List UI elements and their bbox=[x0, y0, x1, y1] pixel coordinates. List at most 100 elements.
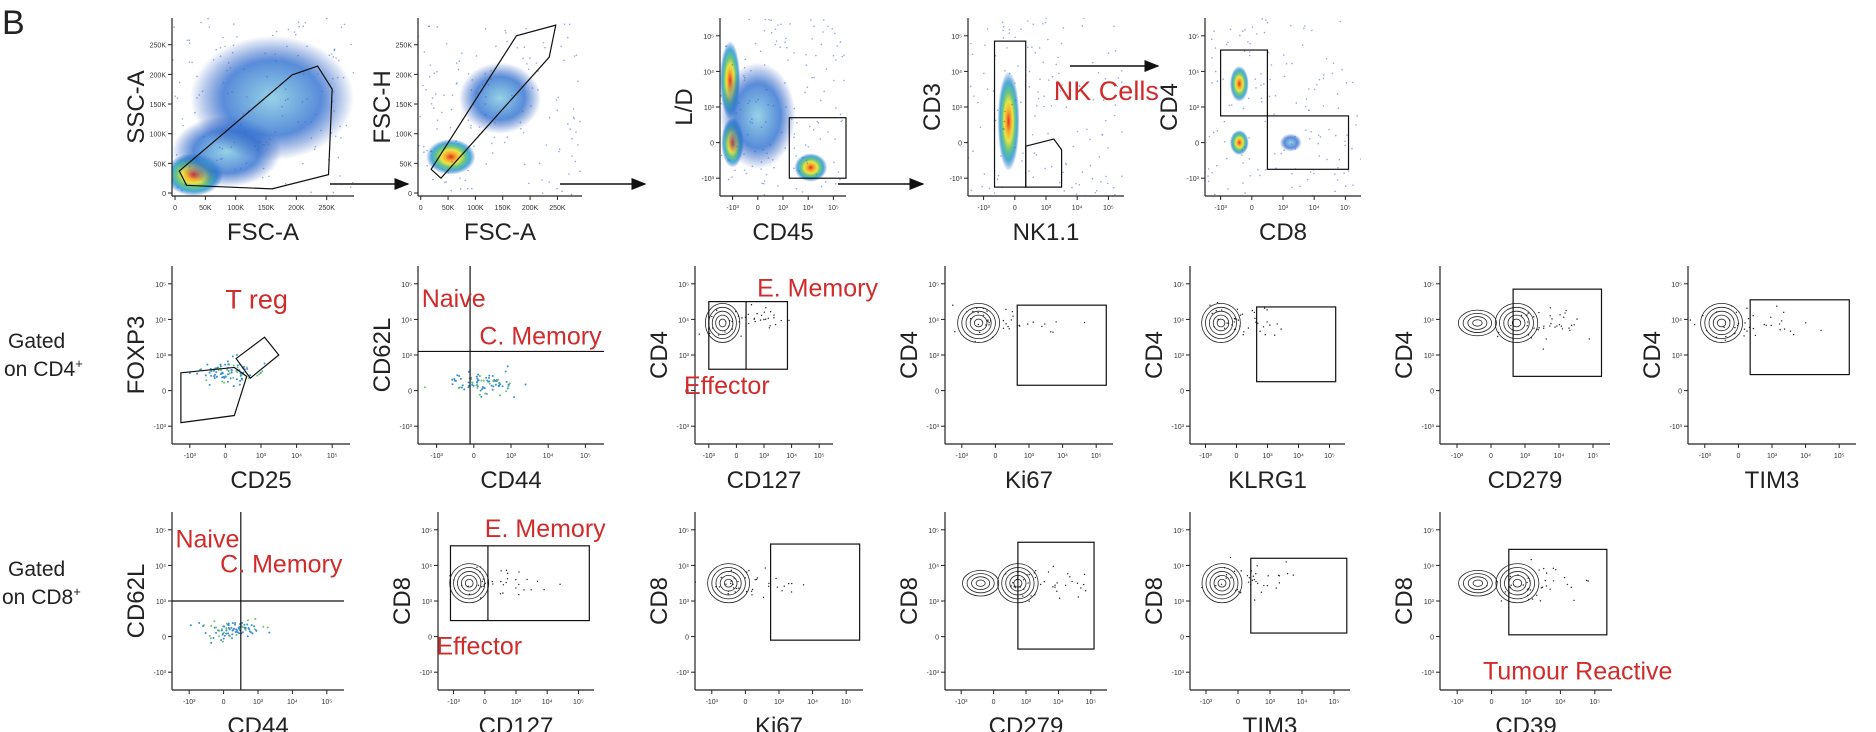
event-dot bbox=[1063, 190, 1066, 192]
event-dot bbox=[731, 176, 733, 178]
event-dot bbox=[227, 626, 230, 629]
event-dot bbox=[1573, 324, 1575, 326]
y-tick-label: 10⁴ bbox=[1423, 563, 1434, 570]
event-dot bbox=[340, 136, 342, 139]
event-dot bbox=[1092, 99, 1095, 101]
event-dot bbox=[1010, 585, 1012, 587]
event-dot bbox=[1737, 322, 1740, 325]
event-dot bbox=[805, 54, 807, 56]
contour-line bbox=[1508, 574, 1527, 592]
gate-rect bbox=[1250, 557, 1348, 634]
event-dot bbox=[768, 582, 770, 585]
event-dot bbox=[793, 133, 796, 135]
event-dot bbox=[1226, 322, 1228, 324]
event-dot bbox=[541, 179, 543, 181]
event-dot bbox=[1014, 146, 1017, 149]
event-dot bbox=[1026, 46, 1029, 49]
y-tick-label: 0 bbox=[1678, 389, 1682, 396]
event-dot bbox=[1337, 166, 1339, 169]
y-tick-label: 10⁴ bbox=[1188, 69, 1199, 76]
event-dot bbox=[1743, 328, 1746, 330]
event-dot bbox=[744, 58, 747, 61]
event-dot bbox=[226, 632, 229, 635]
event-dot bbox=[224, 45, 226, 48]
event-dot bbox=[579, 120, 581, 123]
event-dot bbox=[1113, 114, 1116, 117]
event-dot bbox=[220, 629, 223, 632]
plot-cd8-vs-cd39-r2: -10³ 0 10³ 10⁴ 10⁵-10³010³10⁴10⁵CD39CD8Tumou… bbox=[1391, 512, 1672, 732]
event-dot bbox=[1062, 27, 1065, 29]
event-dot bbox=[1244, 192, 1246, 194]
event-dot bbox=[475, 91, 478, 93]
contour-line bbox=[1700, 302, 1743, 343]
event-dot bbox=[236, 366, 239, 369]
y-tick-label: 0 bbox=[685, 389, 689, 396]
y-axis-label: L/D bbox=[671, 88, 698, 125]
event-dot bbox=[795, 187, 798, 190]
event-dot bbox=[433, 72, 435, 74]
event-dot bbox=[773, 166, 775, 169]
event-dot bbox=[493, 136, 496, 139]
y-tick-label: 0 bbox=[1180, 635, 1184, 642]
event-dot bbox=[570, 193, 573, 196]
event-dot bbox=[988, 321, 990, 324]
event-dot bbox=[762, 148, 764, 151]
event-dot bbox=[302, 162, 304, 165]
event-dot bbox=[1079, 85, 1081, 88]
event-dot bbox=[1265, 19, 1267, 21]
event-dot bbox=[577, 80, 579, 82]
event-dot bbox=[1497, 331, 1500, 334]
event-dot bbox=[1008, 32, 1011, 34]
event-dot bbox=[267, 143, 270, 146]
x-tick-label: 10⁵ bbox=[1091, 453, 1102, 460]
event-dot bbox=[991, 336, 994, 339]
event-dot bbox=[321, 90, 324, 93]
event-dot bbox=[759, 319, 762, 321]
event-dot bbox=[1213, 30, 1215, 32]
contour-line bbox=[1467, 316, 1488, 330]
event-dot bbox=[1241, 313, 1244, 315]
event-dot bbox=[1269, 78, 1271, 81]
x-axis-label: NK1.1 bbox=[1013, 219, 1080, 246]
x-tick-label: -10³ bbox=[1214, 205, 1227, 212]
y-tick-label: 0 bbox=[958, 141, 962, 148]
contour-line bbox=[723, 578, 734, 588]
contour-line bbox=[969, 314, 988, 332]
event-dot bbox=[475, 55, 478, 57]
plot-cd8-vs-cd39-r2-events bbox=[1458, 558, 1589, 604]
event-dot bbox=[769, 311, 772, 313]
event-dot bbox=[1270, 64, 1273, 66]
x-axis-label: CD8 bbox=[1259, 219, 1307, 246]
event-dot bbox=[1072, 145, 1075, 148]
event-dot bbox=[506, 572, 509, 575]
event-dot bbox=[1743, 335, 1745, 337]
event-dot bbox=[824, 181, 827, 183]
event-dot bbox=[1563, 576, 1566, 579]
event-dot bbox=[225, 622, 228, 625]
event-dot bbox=[1285, 63, 1288, 65]
event-dot bbox=[812, 128, 815, 131]
event-dot bbox=[1500, 600, 1503, 602]
event-dot bbox=[445, 42, 448, 45]
event-dot bbox=[492, 152, 494, 154]
event-dot bbox=[262, 143, 264, 146]
event-dot bbox=[231, 91, 233, 94]
plot-ssc-a-vs-fsc-a-r0-events bbox=[172, 18, 354, 196]
event-dot bbox=[254, 145, 256, 147]
event-dot bbox=[1248, 577, 1251, 579]
event-dot bbox=[1231, 324, 1233, 326]
event-dot bbox=[1317, 134, 1320, 137]
event-dot bbox=[1570, 586, 1572, 589]
event-dot bbox=[1345, 82, 1348, 84]
x-tick-label: 10⁴ bbox=[803, 205, 814, 212]
y-tick-label: -10³ bbox=[927, 424, 940, 431]
event-dot bbox=[1062, 171, 1064, 174]
x-tick-label: 10⁴ bbox=[543, 453, 554, 460]
event-dot bbox=[1002, 29, 1004, 32]
event-dot bbox=[1563, 316, 1565, 319]
event-dot bbox=[306, 98, 308, 100]
event-dot bbox=[1276, 323, 1278, 325]
event-dot bbox=[456, 374, 459, 377]
